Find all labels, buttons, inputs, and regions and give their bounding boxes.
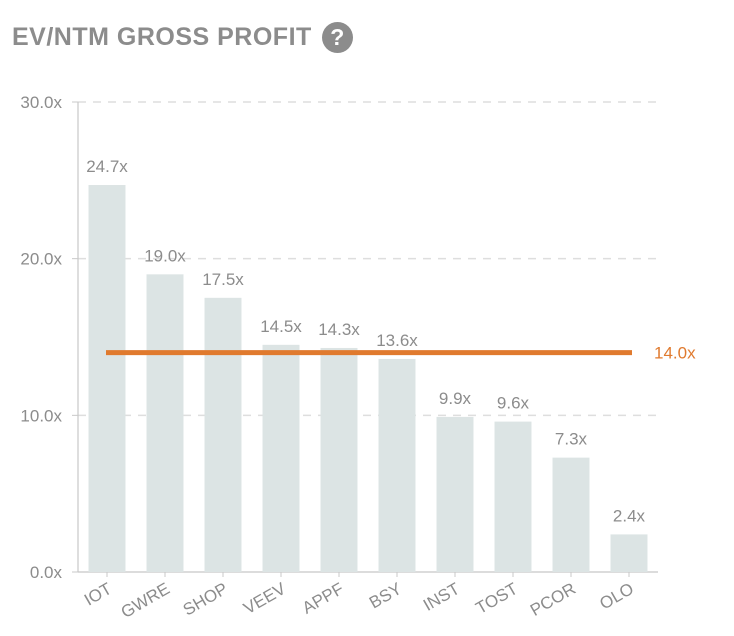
- bar: [88, 185, 126, 573]
- data-label: 17.5x: [202, 270, 244, 289]
- bar: [262, 344, 300, 572]
- x-tick-label: INST: [420, 579, 463, 615]
- bar: [610, 534, 648, 572]
- x-tick-label: GWRE: [118, 579, 173, 622]
- y-tick-label: 0.0x: [30, 563, 63, 582]
- bar: [378, 358, 416, 572]
- bar: [552, 457, 590, 572]
- data-label: 2.4x: [613, 506, 646, 525]
- data-label: 9.9x: [439, 389, 472, 408]
- question-circle-icon[interactable]: ?: [321, 22, 353, 53]
- x-tick-label: PCOR: [527, 579, 579, 620]
- x-tick-label: VEEV: [240, 579, 289, 618]
- data-label: 24.7x: [86, 157, 128, 176]
- y-tick-label: 10.0x: [20, 406, 62, 425]
- data-label: 14.5x: [260, 317, 302, 336]
- reference-line-label: 14.0x: [654, 344, 696, 363]
- chart-title: EV/NTM GROSS PROFIT: [12, 23, 312, 51]
- x-tick-label: IOT: [81, 579, 115, 610]
- y-tick-label: 30.0x: [20, 93, 62, 112]
- x-tick-label: APPF: [299, 579, 347, 618]
- data-label: 14.3x: [318, 320, 360, 339]
- x-tick-label: SHOP: [180, 579, 231, 620]
- data-label: 7.3x: [555, 430, 588, 449]
- bar: [436, 416, 474, 572]
- y-tick-label: 20.0x: [20, 250, 62, 269]
- bar: [204, 297, 242, 572]
- data-label: 19.0x: [144, 246, 186, 265]
- chart-header: EV/NTM GROSS PROFIT ?: [12, 22, 353, 53]
- x-tick-label: TOST: [473, 579, 521, 618]
- bar: [320, 347, 358, 572]
- data-label: 9.6x: [497, 394, 530, 413]
- x-tick-label: OLO: [596, 579, 637, 613]
- bar: [146, 274, 184, 572]
- data-label: 13.6x: [376, 331, 418, 350]
- bar: [494, 421, 532, 572]
- x-tick-label: BSY: [366, 579, 405, 612]
